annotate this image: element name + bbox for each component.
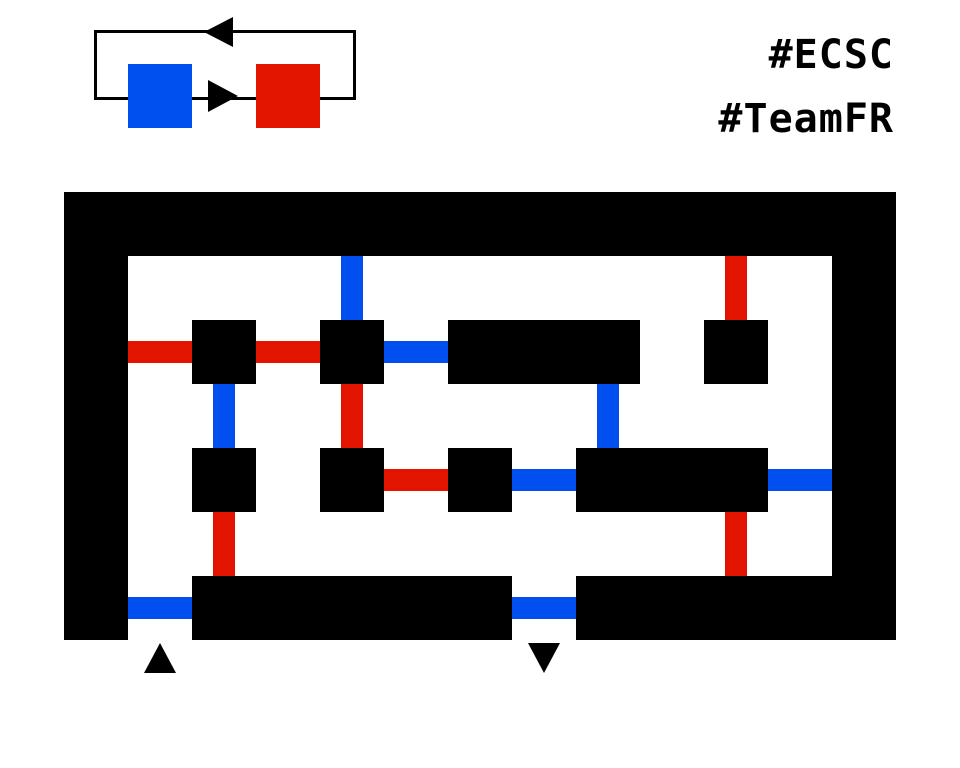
gate-blue xyxy=(512,597,576,619)
gate-blue xyxy=(213,384,235,448)
blue-swatch xyxy=(128,64,192,128)
gate-blue xyxy=(597,384,619,448)
hashtag-ecsc: #ECSC xyxy=(768,32,894,78)
maze-block xyxy=(320,320,384,384)
maze-block xyxy=(448,448,512,512)
maze-block xyxy=(192,448,256,512)
gate-blue xyxy=(768,469,832,491)
maze-wall-bottom-a xyxy=(192,576,512,640)
maze-wall-bottom-b xyxy=(576,576,896,640)
maze-wall-right xyxy=(832,256,896,576)
arrow-left-icon xyxy=(204,17,233,47)
gate-layer xyxy=(128,256,832,619)
gate-red xyxy=(256,341,320,363)
arrow-right-icon xyxy=(208,80,238,112)
maze-wall-top xyxy=(64,192,896,256)
maze-wall-left xyxy=(64,256,128,640)
arrow-down-icon xyxy=(528,643,560,673)
red-swatch xyxy=(256,64,320,128)
hashtag-teamfr: #TeamFR xyxy=(718,96,894,142)
gate-red xyxy=(725,512,747,576)
maze-block xyxy=(704,320,768,384)
gate-red xyxy=(725,256,747,320)
maze-block xyxy=(192,320,256,384)
color-cycle-legend xyxy=(0,0,400,150)
maze-block xyxy=(320,448,384,512)
gate-red xyxy=(128,341,192,363)
gate-red xyxy=(213,512,235,576)
gate-red xyxy=(384,469,448,491)
arrow-up-icon xyxy=(144,643,176,673)
gate-blue xyxy=(341,256,363,320)
gate-blue xyxy=(128,597,192,619)
gate-blue xyxy=(384,341,448,363)
maze-block xyxy=(576,448,768,512)
gate-blue xyxy=(512,469,576,491)
gate-red xyxy=(341,384,363,448)
maze-block xyxy=(448,320,640,384)
